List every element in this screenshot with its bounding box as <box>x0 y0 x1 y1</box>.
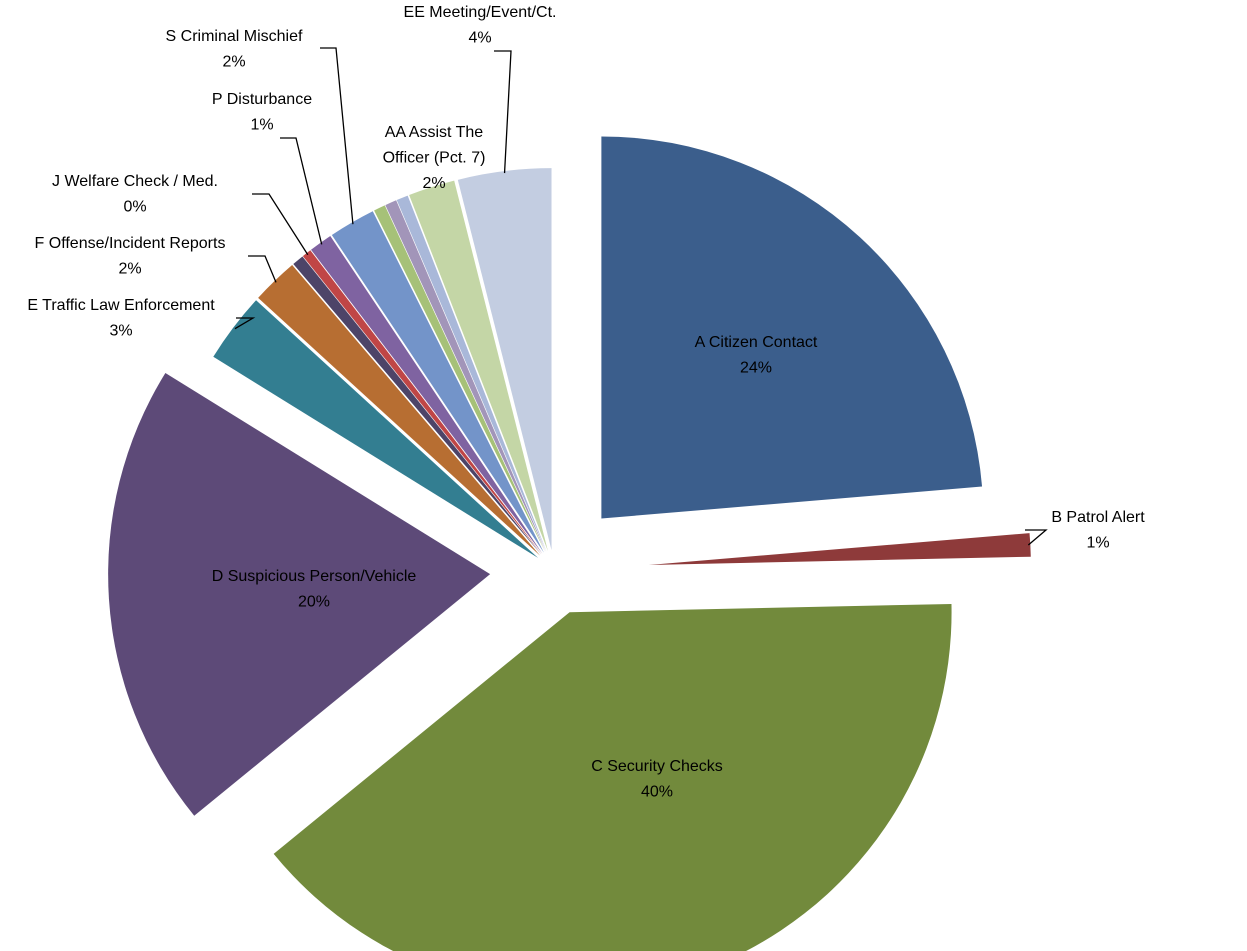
slice-label-j-welfare-check-med: J Welfare Check / Med. 0% <box>52 173 218 216</box>
pie-slice-ee-meeting-event-ct <box>457 168 552 551</box>
slice-label-a-citizen-contact: A Citizen Contact 24% <box>695 334 818 377</box>
leader-line-ee-meeting-event-ct <box>494 50 512 174</box>
slice-label-aa-assist-the-officer-pct-7: AA Assist The Officer (Pct. 7) 2% <box>383 124 486 192</box>
pie-slice-g <box>293 256 542 555</box>
slice-label-p-disturbance: P Disturbance 1% <box>212 91 312 134</box>
pie-slice-p-disturbance <box>311 236 543 554</box>
pie-slice-u <box>374 205 546 552</box>
leader-line-e-traffic-law-enforcement <box>234 317 256 330</box>
pie-slice-d-suspicious-person-vehicle <box>108 373 491 816</box>
slice-label-f-offense-incident-reports: F Offense/Incident Reports 2% <box>35 235 226 278</box>
pie-slice-a-citizen-contact <box>601 136 983 519</box>
leader-line-b-patrol-alert <box>1025 529 1048 546</box>
leader-line-p-disturbance <box>280 137 323 245</box>
leader-line-f-offense-incident-reports <box>248 255 277 283</box>
pie-slice-c-security-checks <box>273 603 952 951</box>
pie-slice-y <box>396 195 547 552</box>
pie-slice-aa-assist-the-officer-pct-7 <box>409 180 548 551</box>
pie-slice-f-offense-incident-reports <box>258 265 541 556</box>
pie-slice-s-criminal-mischief <box>331 211 544 553</box>
slice-label-d-suspicious-person-vehicle: D Suspicious Person/Vehicle 20% <box>212 568 417 611</box>
slice-label-e-traffic-law-enforcement: E Traffic Law Enforcement 3% <box>27 297 215 340</box>
slice-label-c-security-checks: C Security Checks 40% <box>591 758 723 801</box>
pie-slice-j-welfare-check-med <box>302 250 542 555</box>
slice-label-ee-meeting-event-ct: EE Meeting/Event/Ct. 4% <box>404 4 557 47</box>
pie-slice-b-patrol-alert <box>648 533 1031 565</box>
leader-line-j-welfare-check-med <box>252 193 309 256</box>
slice-label-s-criminal-mischief: S Criminal Mischief 2% <box>166 28 303 71</box>
pie-slice-e-traffic-law-enforcement <box>213 300 539 558</box>
slice-label-b-patrol-alert: B Patrol Alert 1% <box>1051 509 1145 552</box>
pie-slice-w <box>385 200 546 552</box>
leader-line-s-criminal-mischief <box>320 47 354 225</box>
